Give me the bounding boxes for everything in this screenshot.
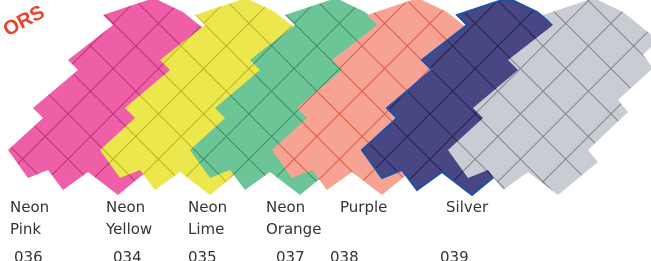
- badge-text: ORS: [0, 1, 48, 41]
- swatch-name: Silver: [446, 198, 489, 216]
- swatch-code: 034: [113, 248, 142, 261]
- swatch-name: Lime: [188, 220, 224, 238]
- swatch-code: 035: [188, 248, 217, 261]
- swatch-name: Neon: [106, 198, 145, 216]
- swatch-name: Pink: [10, 220, 41, 238]
- swatch-name: Neon: [188, 198, 227, 216]
- swatch-name: Yellow: [105, 220, 152, 238]
- swatch-code: 038: [330, 248, 359, 261]
- swatch-name: Neon: [10, 198, 49, 216]
- swatch-code: 039: [440, 248, 469, 261]
- label-group: Neon Pink 036 Neon Yellow 034 Neon Lime 035 Neon O…: [10, 198, 489, 261]
- swatch-name: Orange: [266, 220, 321, 238]
- swatch-code: 036: [14, 248, 43, 261]
- swatch-group: [8, 0, 651, 195]
- swatch-code: 037: [276, 248, 305, 261]
- swatch-name: Neon: [266, 198, 305, 216]
- product-swatches: ORS NeonPink036NeonYellow034NeonLime035N…: [0, 0, 651, 261]
- swatch-name: Purple: [340, 198, 387, 216]
